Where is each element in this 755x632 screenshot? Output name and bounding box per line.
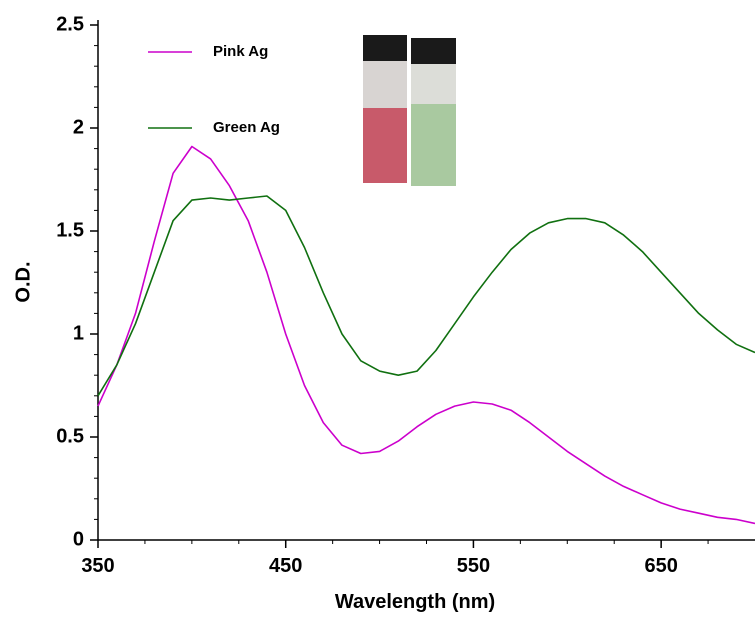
x-tick-label: 350 xyxy=(81,555,114,577)
x-tick-label: 550 xyxy=(457,555,490,577)
legend-label: Pink Ag xyxy=(213,43,268,60)
x-tick-label: 650 xyxy=(644,555,677,577)
y-tick-label: 0 xyxy=(73,528,84,550)
y-tick-label: 1.5 xyxy=(56,219,84,241)
legend-label: Green Ag xyxy=(213,119,280,136)
data-line xyxy=(97,195,755,397)
y-tick-label: 1 xyxy=(73,322,84,344)
y-axis-title: O.D. xyxy=(12,261,34,302)
y-tick-label: 0.5 xyxy=(56,425,84,447)
x-axis-title: Wavelength (nm) xyxy=(335,591,495,613)
y-tick-label: 2 xyxy=(73,116,84,138)
y-tick-label: 2.5 xyxy=(56,13,84,35)
x-tick-label: 450 xyxy=(269,555,302,577)
vial-photo xyxy=(363,35,456,186)
data-line xyxy=(97,145,755,525)
